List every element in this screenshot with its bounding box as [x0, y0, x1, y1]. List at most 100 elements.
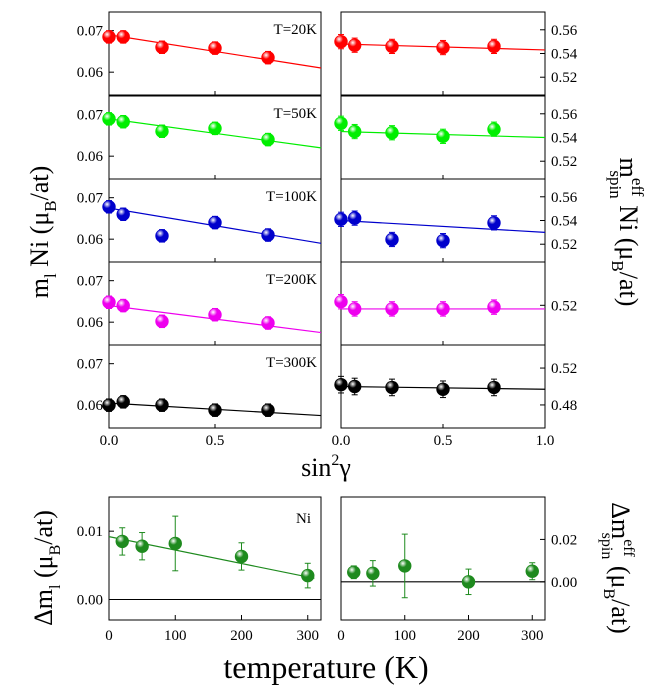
x-tick-label: 0.5: [206, 433, 225, 449]
plot-frame: [108, 496, 322, 621]
data-point: [155, 124, 169, 138]
delta-mspin-y-axis-label: Δmeffspin (μB/at): [598, 502, 637, 634]
data-point: [436, 382, 450, 396]
data-point: [347, 565, 361, 579]
y-tick-label: 0.06: [77, 65, 104, 81]
data-point: [301, 568, 315, 583]
panels-layer: 0.06 0.07 T=20K 0.06 0.07 T=50K 0.06 0.07 T=100K…: [77, 11, 578, 644]
x-tick-label: 200: [457, 628, 480, 644]
x-tick-label: 300: [521, 628, 544, 644]
delta-ml-y-axis-label: Δml (μB/at): [29, 510, 64, 626]
y-tick-label: 0.07: [77, 24, 104, 40]
data-point: [525, 564, 539, 578]
x-tick-label: 300: [297, 628, 320, 644]
data-point: [155, 229, 169, 243]
data-point: [116, 115, 130, 129]
data-point: [234, 549, 249, 564]
y-tick-label: 0.06: [77, 315, 104, 331]
panel-annotation: Ni: [296, 511, 311, 527]
x-tick-label: 1.0: [536, 433, 555, 449]
plot-frame: [340, 496, 546, 621]
y-tick-label: 0.06: [77, 232, 104, 248]
data-point: [102, 398, 116, 412]
data-point: [261, 132, 275, 147]
data-point: [102, 112, 116, 126]
data-point: [398, 559, 412, 573]
temperature-axis-label: temperature (K): [223, 649, 428, 685]
data-point: [366, 566, 380, 581]
data-point: [135, 539, 149, 553]
y-tick-label: 0.56: [551, 107, 578, 123]
temperature-label: T=50K: [274, 106, 318, 122]
temperature-label: T=20K: [274, 22, 318, 38]
data-point: [168, 536, 182, 551]
data-point: [155, 40, 169, 54]
data-point: [436, 40, 450, 55]
y-tick-label: 0.07: [77, 108, 104, 124]
data-point: [155, 398, 169, 412]
data-point: [208, 121, 222, 136]
data-point: [261, 316, 275, 330]
data-point: [385, 232, 399, 247]
y-tick-label: 0.54: [551, 131, 578, 147]
data-point: [261, 50, 275, 65]
right-y-axis-label: meffspin Ni (μB/at): [606, 158, 647, 307]
data-point: [347, 302, 362, 316]
y-tick-label: 0.56: [551, 23, 578, 39]
y-tick-label: 0.06: [77, 398, 104, 414]
data-point: [436, 129, 450, 144]
fit-line: [340, 219, 546, 233]
data-point: [334, 212, 348, 227]
sin2gamma-axis-label: sin2γ: [301, 452, 351, 482]
data-point: [102, 295, 116, 309]
data-point: [116, 30, 130, 44]
y-tick-label: 0.07: [77, 357, 104, 373]
data-point: [347, 38, 362, 52]
y-tick-label: 0.52: [551, 298, 577, 314]
data-point: [487, 300, 501, 314]
y-tick-label: 0.06: [77, 149, 104, 165]
data-point: [385, 380, 399, 395]
data-point: [208, 308, 222, 322]
temperature-label: T=300K: [266, 355, 317, 371]
data-point: [436, 233, 450, 248]
data-point: [261, 403, 275, 417]
data-point: [261, 228, 275, 242]
temperature-label: T=100K: [266, 189, 317, 205]
data-point: [347, 379, 362, 394]
left-y-axis-label: ml Ni (μB/at): [25, 166, 60, 299]
data-point: [487, 122, 501, 136]
data-point: [116, 207, 130, 221]
data-point: [208, 41, 222, 55]
data-point: [102, 200, 116, 214]
x-tick-label: 200: [230, 628, 253, 644]
data-point: [385, 39, 399, 54]
y-tick-label: 0.00: [551, 575, 577, 591]
y-tick-label: 0.56: [551, 190, 578, 206]
temperature-label: T=200K: [266, 272, 317, 288]
y-tick-label: 0.01: [77, 524, 103, 540]
data-point: [461, 575, 476, 589]
data-point: [487, 380, 501, 395]
data-point: [115, 534, 129, 549]
x-tick-label: 100: [164, 628, 187, 644]
data-point: [208, 215, 222, 230]
data-point: [334, 294, 348, 309]
data-point: [436, 302, 450, 316]
y-tick-label: 0.54: [551, 47, 578, 63]
y-tick-label: 0.52: [551, 361, 577, 377]
x-tick-label: 0.0: [100, 433, 119, 449]
y-tick-label: 0.52: [551, 70, 577, 86]
x-tick-label: 0: [337, 628, 345, 644]
y-tick-label: 0.54: [551, 214, 578, 230]
data-point: [116, 298, 130, 313]
y-tick-label: 0.07: [77, 191, 104, 207]
x-tick-label: 0: [105, 628, 113, 644]
data-point: [385, 302, 399, 316]
data-point: [487, 39, 501, 54]
y-tick-label: 0.48: [551, 398, 577, 414]
x-tick-label: 0.0: [332, 433, 351, 449]
data-point: [385, 126, 399, 140]
y-tick-label: 0.00: [77, 593, 103, 609]
